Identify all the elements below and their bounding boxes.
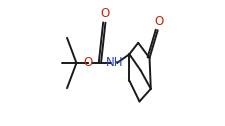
Text: O: O [154,15,163,28]
Text: O: O [83,56,93,70]
Text: NH: NH [105,56,122,70]
Text: O: O [100,7,110,20]
